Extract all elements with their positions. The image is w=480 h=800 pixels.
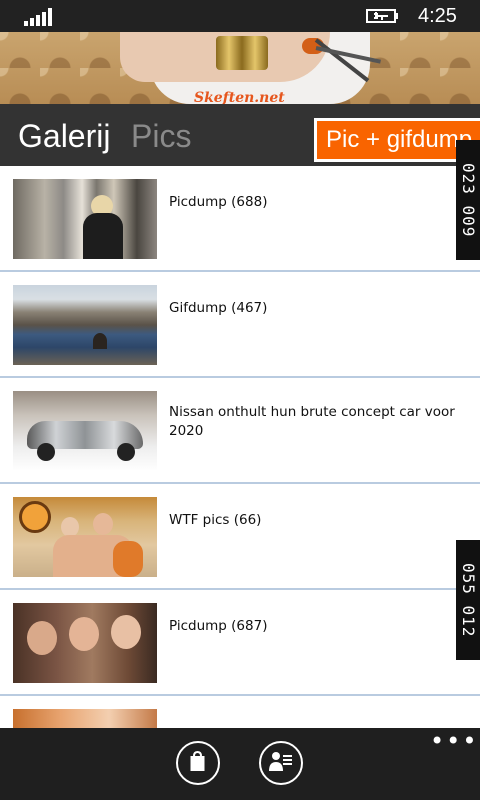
list-item[interactable]: Picdump (688) <box>0 166 480 272</box>
status-bar: 4:25 <box>0 0 480 32</box>
item-title: Nissan onthult hun brute concept car voo… <box>169 404 455 439</box>
banner-bangle <box>216 36 268 70</box>
more-options-button[interactable]: ••• <box>430 727 479 755</box>
app-bar <box>0 728 480 800</box>
shopping-bag-button[interactable] <box>176 741 220 785</box>
item-title: Picdump (687) <box>169 618 268 634</box>
gallery-list[interactable]: Picdump (688) Gifdump (467) Nissan onthu… <box>0 166 480 728</box>
thumbnail-image <box>13 603 157 683</box>
thumbnail-image <box>13 497 157 577</box>
list-item[interactable]: Picdump (687) <box>0 590 480 696</box>
pivot-tab-galerij[interactable]: Galerij <box>18 118 111 154</box>
clock: 4:25 <box>418 5 457 27</box>
pivot-tab-pics[interactable]: Pics <box>131 118 192 154</box>
list-item[interactable]: Gifdump (467) <box>0 272 480 378</box>
battery-charging-icon <box>366 9 398 23</box>
thumbnail-image <box>13 709 157 728</box>
banner-logo: Skeften.net <box>194 90 285 104</box>
side-tab-counter[interactable]: 023 009 <box>456 140 480 260</box>
side-tab-counter[interactable]: 055 012 <box>456 540 480 660</box>
list-item[interactable]: Nissan onthult hun brute concept car voo… <box>0 378 480 484</box>
item-title: WTF pics (66) <box>169 512 262 528</box>
profile-list-button[interactable] <box>259 741 303 785</box>
item-title: Picdump (688) <box>169 194 268 210</box>
signal-strength-icon <box>24 8 54 26</box>
thumbnail-image <box>13 179 157 259</box>
item-title: Gifdump (467) <box>169 300 268 316</box>
shopping-bag-icon <box>190 750 205 771</box>
list-item[interactable]: WTF pics (66) <box>0 484 480 590</box>
thumbnail-image <box>13 285 157 365</box>
list-item[interactable] <box>0 696 480 728</box>
thumbnail-image <box>13 391 157 471</box>
header-banner-image: Skeften.net <box>0 32 480 104</box>
pic-gifdump-button[interactable]: Pic + gifdump <box>314 118 480 162</box>
profile-list-icon <box>269 752 292 771</box>
